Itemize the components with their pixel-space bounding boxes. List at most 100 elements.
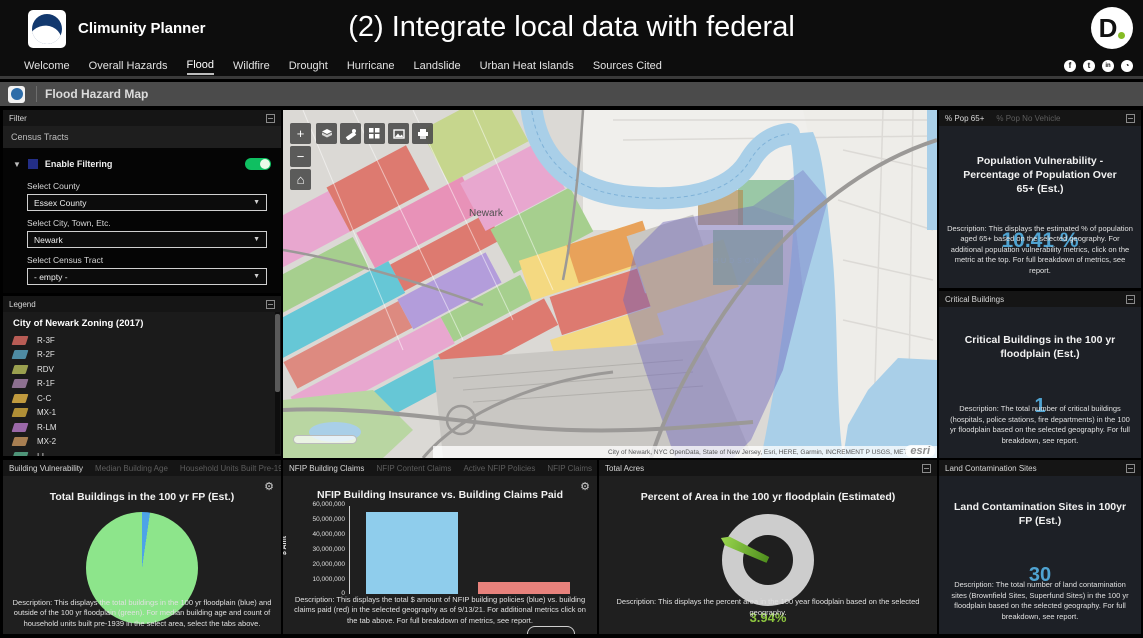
nav-overall-hazards[interactable]: Overall Hazards: [88, 59, 168, 72]
critical-title: Critical Buildings in the 100 yr floodpl…: [964, 334, 1116, 361]
dashboard-title: Flood Hazard Map: [45, 87, 149, 101]
enable-filtering-toggle[interactable]: [245, 158, 271, 170]
collapse-icon[interactable]: [1126, 294, 1135, 304]
collapse-icon[interactable]: [266, 299, 275, 309]
legend-item: R-2F: [11, 348, 271, 363]
globe-icon[interactable]: ◔: [1121, 60, 1133, 72]
tract-select[interactable]: - empty - ▼: [27, 268, 267, 285]
nav-urban-heat-islands[interactable]: Urban Heat Islands: [479, 59, 574, 72]
pop-value[interactable]: 10.41 %: [1001, 228, 1079, 252]
facebook-icon[interactable]: f: [1064, 60, 1076, 72]
map-river-label: HUDSON: [713, 258, 762, 265]
esri-logo: esri: [905, 445, 935, 457]
nfip-panel-header: NFIP Building Claims NFIP Content Claims…: [283, 460, 597, 476]
tab-building-vulnerability[interactable]: Building Vulnerability: [9, 463, 83, 473]
noaa-logo: [28, 10, 66, 48]
legend-panel: Legend City of Newark Zoning (2017) R-3F…: [3, 296, 281, 456]
city-select-value: Newark: [34, 234, 63, 245]
print-button[interactable]: [412, 123, 433, 144]
screenshot-button[interactable]: [388, 123, 409, 144]
tab-critical-buildings[interactable]: Critical Buildings: [945, 294, 1005, 304]
layer-swatch-icon: [27, 159, 38, 169]
critical-description: Description: The total number of critica…: [950, 404, 1130, 445]
tab-land-contamination[interactable]: Land Contamination Sites: [945, 463, 1037, 473]
twitter-icon[interactable]: t: [1083, 60, 1095, 72]
acres-panel-header: Total Acres: [599, 460, 937, 476]
nav-hurricane[interactable]: Hurricane: [346, 59, 395, 72]
collapse-icon[interactable]: [922, 463, 931, 473]
tab-nfip-claims[interactable]: NFIP Claims: [547, 463, 593, 473]
collapse-icon[interactable]: [1126, 113, 1135, 123]
home-button[interactable]: ⌂: [290, 169, 311, 190]
building-panel-header: Building Vulnerability Median Building A…: [3, 460, 281, 476]
chevron-down-icon: ▼: [253, 199, 260, 206]
gauge-ring: [722, 514, 814, 607]
county-select[interactable]: Essex County ▼: [27, 194, 267, 211]
critical-panel-header: Critical Buildings: [939, 291, 1141, 307]
apps-button[interactable]: [364, 123, 385, 144]
nav-drought[interactable]: Drought: [288, 59, 328, 72]
chevron-down-icon[interactable]: ▼: [13, 159, 21, 169]
nfip-title: NFIP Building Insurance vs. Building Cla…: [316, 489, 564, 501]
tab-pop-no-vehicle[interactable]: % Pop No Vehicle: [996, 113, 1061, 123]
legend-item: MX-1: [11, 406, 271, 421]
bar-claims-paid[interactable]: [478, 582, 570, 594]
bar-nfip-policies[interactable]: [366, 511, 458, 594]
legend-item: R-1F: [11, 377, 271, 392]
nfip-panel: NFIP Building Claims NFIP Content Claims…: [283, 460, 597, 634]
deloitte-logo: D: [1091, 7, 1133, 49]
main-nav: Welcome Overall Hazards Flood Wildfire D…: [0, 57, 1143, 79]
tab-household-units[interactable]: Household Units Built Pre-1939: [179, 463, 281, 473]
nav-sources-cited[interactable]: Sources Cited: [592, 59, 662, 72]
basemap-button[interactable]: [316, 123, 337, 144]
tab-total-acres[interactable]: Total Acres: [605, 463, 645, 473]
nav-flood[interactable]: Flood: [186, 59, 215, 75]
tract-select-value: - empty -: [34, 271, 68, 282]
legend-item: MX-2: [11, 435, 271, 450]
y-axis-ticks: 60,000,000 50,000,000 40,000,000 30,000,000…: [312, 501, 345, 598]
zoom-out-button[interactable]: −: [290, 146, 311, 167]
swatch-icon: [11, 335, 29, 345]
gear-icon[interactable]: ⚙: [580, 481, 590, 493]
buildings-pie-chart[interactable]: [86, 512, 198, 625]
nav-welcome[interactable]: Welcome: [24, 59, 70, 72]
nfip-bar-chart[interactable]: $ Amt 60,000,00050,000,00040,000,00030,0…: [283, 501, 589, 597]
linkedin-icon[interactable]: in: [1102, 60, 1114, 72]
legend-item: RDV: [11, 362, 271, 377]
legend-item: C-C: [11, 391, 271, 406]
noaa-logo-icon: [32, 14, 62, 44]
legend-scrollbar[interactable]: [275, 312, 280, 454]
swatch-icon: [11, 364, 29, 374]
land-value: 30: [1028, 564, 1052, 587]
floodplain-gauge[interactable]: [722, 514, 814, 607]
page-title: (2) Integrate local data with federal: [348, 11, 795, 43]
filter-panel-title: Filter: [9, 113, 27, 123]
zoom-in-button[interactable]: +: [290, 123, 311, 144]
tab-pop-65[interactable]: % Pop 65+: [945, 113, 985, 123]
gear-icon[interactable]: ⚙: [264, 481, 274, 493]
tab-active-nfip-policies[interactable]: Active NFIP Policies: [463, 463, 536, 473]
pop-description: Description: This displays the estimated…: [947, 223, 1133, 275]
critical-buildings-panel: Critical Buildings Critical Buildings in…: [939, 291, 1141, 458]
enable-filtering-label: Enable Filtering: [44, 159, 113, 169]
collapse-icon[interactable]: [266, 113, 275, 123]
city-select[interactable]: Newark ▼: [27, 231, 267, 248]
flood-hazard-map[interactable]: Newark HUDSON + − ⌂ City of Newark, NYC …: [283, 110, 937, 458]
legend-item: R-3F: [11, 333, 271, 348]
legend-item: R-LM: [11, 420, 271, 435]
top-header: Climunity Planner (2) Integrate local da…: [0, 0, 1143, 57]
collapse-icon[interactable]: [1126, 463, 1135, 473]
tab-median-building-age[interactable]: Median Building Age: [94, 463, 168, 473]
chevron-down-icon: ▼: [253, 273, 260, 280]
tab-nfip-building-claims[interactable]: NFIP Building Claims: [289, 463, 365, 473]
cutoff-button[interactable]: [527, 626, 575, 634]
tab-nfip-content-claims[interactable]: NFIP Content Claims: [376, 463, 452, 473]
nfip-description: Description: This displays the total $ a…: [294, 594, 586, 625]
county-select-value: Essex County: [34, 197, 87, 208]
swatch-icon: [11, 393, 29, 403]
y-axis-label: $ Amt: [283, 535, 289, 555]
nav-wildfire[interactable]: Wildfire: [233, 59, 270, 72]
map-canvas: [283, 110, 937, 458]
measure-button[interactable]: [340, 123, 361, 144]
nav-landslide[interactable]: Landslide: [413, 59, 461, 72]
